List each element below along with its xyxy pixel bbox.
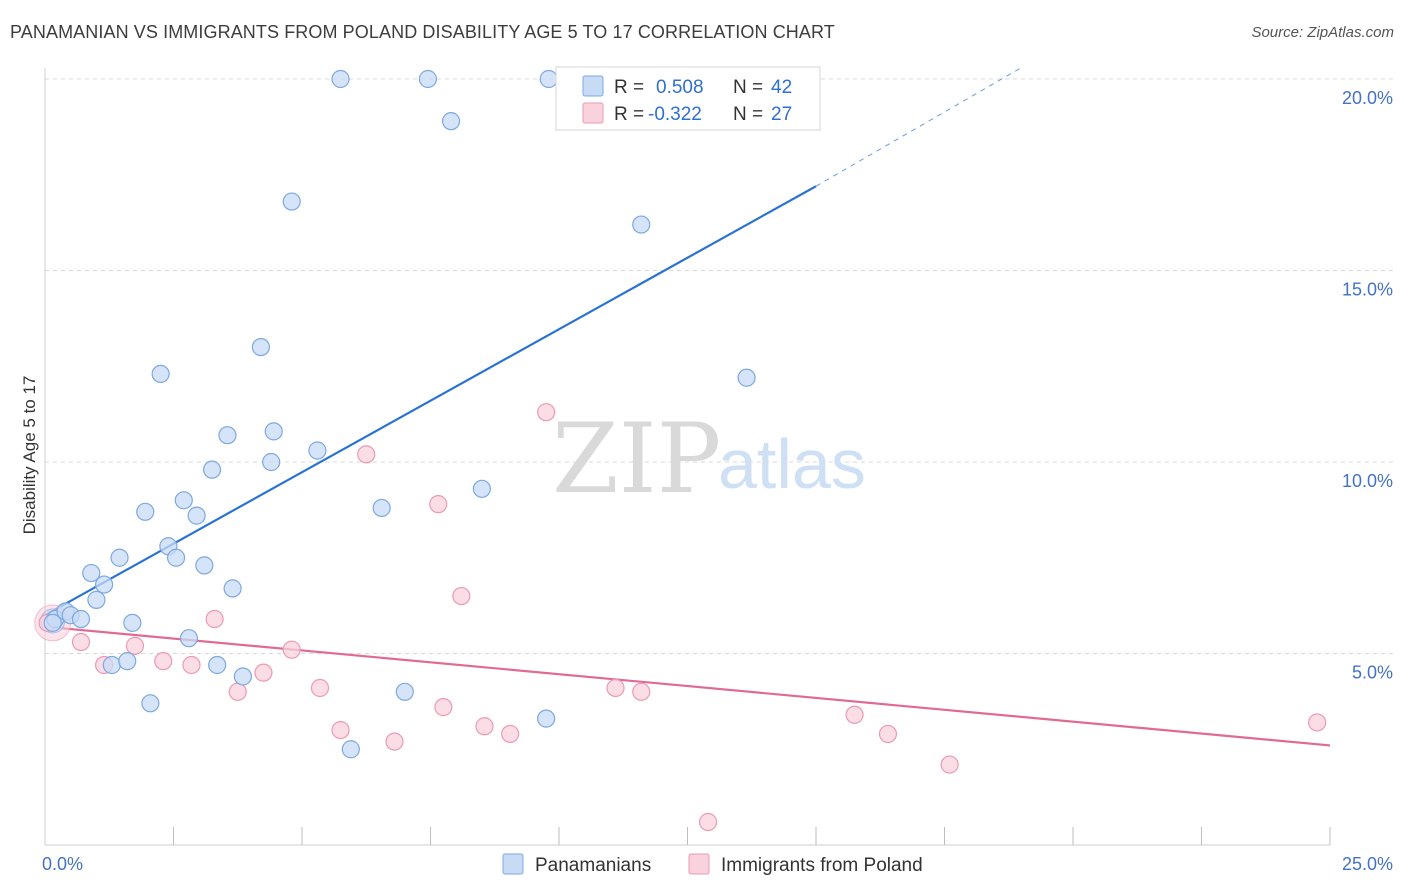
point-panamanians-4: [82, 563, 101, 583]
point-poland-11: [331, 720, 350, 740]
legend-n-value-pink: 27: [771, 104, 792, 125]
point-panamanians-38: [539, 69, 558, 89]
point-panamanians-8: [110, 548, 129, 567]
y-axis-label: Disability Age 5 to 17: [20, 376, 39, 535]
point-poland-6: [205, 609, 224, 629]
legend-n-label-blue: N =: [733, 77, 763, 98]
watermark-atlas: atlas: [718, 425, 866, 503]
point-poland-15: [434, 698, 453, 717]
point-poland-25: [940, 755, 959, 774]
point-poland-22: [698, 812, 718, 832]
bottom-legend-poland: Immigrants from Poland: [721, 855, 923, 876]
legend-n-value-blue: 42: [771, 77, 792, 98]
point-panamanians-16: [174, 491, 193, 510]
chart-title: PANAMANIAN VS IMMIGRANTS FROM POLAND DIS…: [10, 22, 835, 42]
point-poland-4: [154, 652, 173, 671]
bottom-legend-panamanians: Panamanians: [535, 855, 651, 876]
trend-line-panamanians-extension: [815, 67, 1022, 187]
bottom-legend: Panamanians Immigrants from Poland: [502, 853, 923, 876]
gridlines: [45, 78, 1395, 654]
point-poland-21: [632, 682, 651, 701]
point-panamanians-22: [218, 426, 237, 445]
point-poland-19: [537, 403, 556, 422]
bottom-legend-swatch-pink: [688, 853, 710, 875]
point-panamanians-13: [151, 364, 170, 384]
point-poland-7: [228, 682, 247, 701]
point-panamanians-12: [141, 694, 160, 713]
legend-swatch-blue: [582, 75, 604, 97]
tick-labels: 5.0% 10.0% 15.0% 20.0% 0.0% 25.0%: [42, 88, 1393, 874]
point-panamanians-25: [251, 338, 270, 357]
y-tick-label-10: 10.0%: [1342, 471, 1393, 491]
point-panamanians-35: [441, 112, 461, 131]
trend-line-poland: [44, 625, 1331, 747]
point-panamanians-9: [118, 652, 137, 671]
point-panamanians-5: [87, 590, 106, 609]
point-poland-1: [71, 632, 91, 652]
point-panamanians-39: [632, 215, 651, 234]
point-poland-18: [501, 724, 520, 744]
point-panamanians-7: [102, 655, 121, 675]
point-panamanians-23: [223, 579, 242, 598]
y-tick-label-20: 20.0%: [1342, 88, 1393, 108]
point-poland-17: [475, 717, 494, 736]
point-panamanians-32: [372, 498, 391, 518]
point-panamanians-20: [202, 460, 222, 479]
point-panamanians-30: [331, 69, 350, 89]
point-panamanians-15: [166, 548, 186, 567]
legend-box: R = 0.508 N = 42 R = -0.322 N = 27: [555, 66, 821, 131]
point-panamanians-36: [472, 479, 491, 498]
point-panamanians-27: [264, 422, 283, 441]
point-panamanians-3: [71, 609, 91, 629]
source-label: Source: ZipAtlas.com: [1251, 24, 1394, 41]
legend-r-label-blue: R =: [614, 77, 644, 98]
point-panamanians-21: [208, 655, 227, 675]
point-panamanians-17: [179, 629, 199, 648]
point-panamanians-26: [262, 452, 281, 472]
axes: [44, 68, 1331, 846]
point-poland-26: [1308, 713, 1327, 732]
x-tick-label-0: 0.0%: [42, 854, 83, 874]
point-poland-3: [125, 636, 145, 655]
point-poland-8: [254, 663, 273, 682]
point-poland-16: [452, 586, 471, 606]
point-panamanians-29: [308, 441, 327, 460]
y-tick-label-5: 5.0%: [1352, 663, 1393, 683]
bottom-legend-swatch-blue: [502, 853, 524, 875]
point-panamanians-10: [123, 613, 142, 632]
legend-r-value-pink: -0.322: [648, 104, 702, 125]
watermark-zip: ZIP: [552, 403, 721, 515]
legend-r-value-blue: 0.508: [656, 77, 704, 98]
point-panamanians-41: [43, 613, 62, 632]
y-tick-label-15: 15.0%: [1342, 280, 1393, 300]
point-poland-20: [606, 678, 625, 698]
point-panamanians-18: [187, 506, 206, 525]
point-poland-10: [310, 678, 330, 698]
point-panamanians-19: [195, 556, 214, 575]
point-poland-23: [845, 705, 864, 724]
legend-swatch-pink: [582, 102, 604, 124]
point-poland-24: [878, 724, 898, 744]
point-panamanians-11: [136, 502, 155, 521]
data-points: [34, 69, 1327, 832]
x-tick-label-25: 25.0%: [1342, 854, 1393, 874]
point-panamanians-37: [537, 709, 556, 728]
legend-r-label-pink: R =: [614, 104, 644, 125]
point-panamanians-24: [233, 667, 252, 686]
point-panamanians-28: [282, 192, 301, 211]
point-panamanians-34: [418, 69, 438, 89]
point-poland-5: [182, 655, 201, 675]
point-panamanians-6: [95, 575, 114, 594]
point-poland-12: [357, 445, 376, 464]
legend-n-label-pink: N =: [733, 104, 763, 125]
point-panamanians-33: [395, 682, 414, 701]
point-panamanians-31: [341, 740, 360, 759]
point-poland-13: [385, 732, 404, 751]
point-panamanians-40: [737, 368, 756, 387]
point-poland-14: [429, 495, 448, 514]
point-poland-9: [282, 640, 301, 659]
